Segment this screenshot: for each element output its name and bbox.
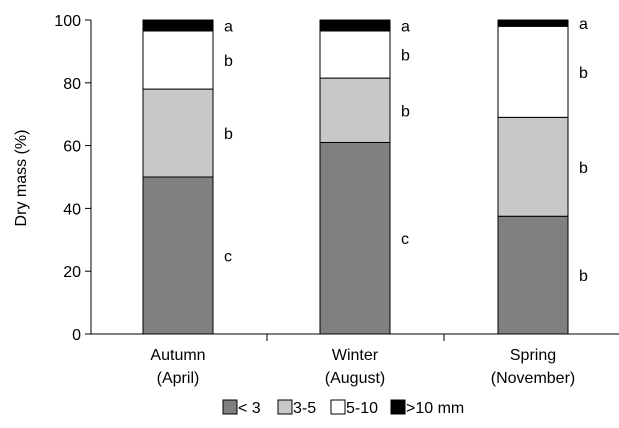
category-label-line1: Winter: [332, 347, 379, 364]
significance-letter: b: [579, 160, 588, 177]
significance-letter: c: [224, 249, 232, 266]
legend-swatch: [222, 399, 238, 415]
legend-swatch: [330, 399, 346, 415]
legend-label: < 3: [238, 400, 261, 417]
y-tick-label: 80: [63, 76, 81, 93]
significance-letter: b: [579, 65, 588, 82]
legend-swatch: [277, 399, 293, 415]
bar-segment: [142, 19, 214, 32]
bar-segment: [497, 116, 569, 217]
significance-letter: b: [401, 103, 410, 120]
category-label-line2: (August): [325, 370, 385, 387]
category-label-line2: (April): [157, 370, 200, 387]
y-axis-title: Dry mass (%): [13, 130, 30, 227]
legend: < 3 3-5 5-10 >10 mm: [222, 399, 464, 417]
category-label-line1: Autumn: [150, 347, 205, 364]
significance-letter: b: [224, 53, 233, 70]
bar-segment: [319, 141, 391, 335]
y-tick-label: 100: [54, 13, 81, 30]
bar-segment: [497, 25, 569, 118]
significance-letter: a: [401, 18, 410, 35]
significance-letter: a: [579, 16, 588, 33]
bar-segment: [497, 215, 569, 335]
legend-label: 5-10: [346, 400, 378, 417]
bar-segment: [497, 19, 569, 27]
category-label-line2: (November): [491, 370, 575, 387]
legend-label: 3-5: [293, 400, 316, 417]
legend-label: >10 mm: [406, 400, 464, 417]
bar-segment: [319, 30, 391, 79]
significance-letter: b: [401, 48, 410, 65]
bar-segment: [142, 88, 214, 178]
y-tick-label: 0: [72, 327, 81, 344]
legend-swatch: [390, 399, 406, 415]
bar-segment: [142, 30, 214, 90]
category-labels: Autumn (April) Winter (August) Spring (Novemb…: [150, 347, 575, 387]
y-tick-label: 40: [63, 201, 81, 218]
significance-letter: c: [401, 231, 409, 248]
y-tick-label: 60: [63, 139, 81, 156]
category-label-line1: Spring: [510, 347, 556, 364]
significance-letter: b: [224, 126, 233, 143]
significance-letter: b: [579, 268, 588, 285]
bar-segment: [319, 77, 391, 143]
bar-segment: [142, 176, 214, 335]
bars: [142, 19, 569, 335]
significance-letter: a: [224, 18, 233, 35]
bar-segment: [319, 19, 391, 32]
y-tick-label: 20: [63, 264, 81, 281]
